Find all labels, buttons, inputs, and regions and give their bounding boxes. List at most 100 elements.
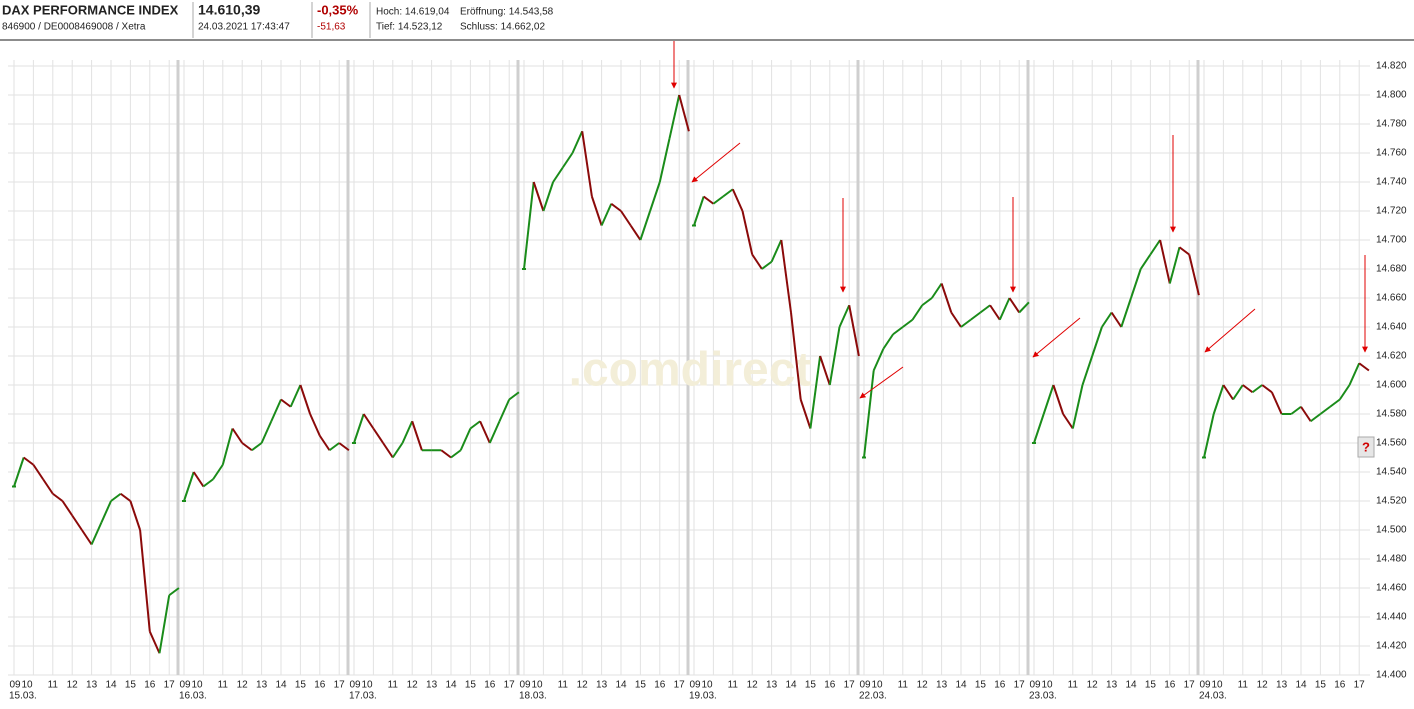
price-segment (401, 420, 414, 444)
help-box[interactable] (1357, 436, 1375, 458)
x-tick-label: 15 (125, 680, 137, 691)
x-tick-label: 12 (1257, 680, 1269, 691)
price-segment (960, 318, 972, 328)
price-segment (590, 196, 603, 226)
price-segment (693, 196, 705, 226)
price-segment (712, 195, 724, 205)
price-segment (902, 318, 914, 328)
price-segment (581, 131, 593, 197)
price-segment (950, 311, 962, 328)
price-segment (1130, 268, 1142, 299)
y-tick-label: 14.420 (1376, 641, 1407, 652)
price-segment (1358, 362, 1370, 372)
price-segment (1008, 297, 1021, 314)
price-segment (1270, 391, 1283, 415)
x-tick-label: 16 (654, 680, 666, 691)
x-tick-label: 11 (1238, 680, 1249, 691)
timestamp: 24.03.2021 17:43:47 (198, 22, 290, 33)
header: DAX PERFORMANCE INDEX 846900 / DE0008469… (0, 2, 1414, 41)
x-tick-label: 13 (1276, 680, 1288, 691)
x-tick-label: 13 (1106, 680, 1118, 691)
date-label: 24.03. (1199, 691, 1227, 702)
x-tick-label: 12 (917, 680, 929, 691)
x-tick-label: 17 (1014, 680, 1026, 691)
x-tick-label: 17 (164, 680, 176, 691)
price-segment (338, 442, 350, 452)
x-tick-label: 13 (766, 680, 778, 691)
price-segment (508, 391, 520, 401)
price-segment (391, 442, 404, 459)
price-segment (1168, 246, 1181, 284)
x-tick-label: 14 (785, 680, 797, 691)
price-segment (761, 260, 773, 270)
price-segment (819, 355, 831, 386)
price-segment (1052, 384, 1065, 415)
price-segment (911, 304, 924, 321)
price-segment (770, 239, 783, 263)
price-segment (168, 587, 180, 597)
price-segment (498, 399, 511, 422)
price-segment (1120, 297, 1132, 328)
price: 14.610,39 (198, 2, 260, 18)
price-segment (1110, 311, 1123, 328)
date-label: 16.03. (179, 691, 207, 702)
price-segment (1033, 413, 1045, 444)
x-tick-label: 13 (256, 680, 268, 691)
price-segment (71, 514, 83, 531)
x-tick-label: 12 (237, 680, 249, 691)
price-segment (212, 464, 224, 480)
price-segment (289, 384, 302, 408)
x-tick-label: 14 (1125, 680, 1137, 691)
price-segment (668, 94, 681, 139)
date-label: 17.03. (349, 691, 377, 702)
price-segment (741, 210, 754, 255)
x-tick-label: 11 (48, 680, 59, 691)
plot: .comdirect 14.400 14.420 14.440 14.460 14.48… (8, 60, 1407, 702)
price-segment (1348, 362, 1361, 386)
watermark: .comdirect (569, 344, 812, 397)
price-segment (100, 500, 112, 524)
x-tick-label: 14 (955, 680, 967, 691)
price-segment (42, 478, 54, 495)
help-button[interactable]: ? (1357, 436, 1375, 458)
close: Schluss: 14.662,02 (460, 22, 545, 33)
price-segment (921, 297, 933, 307)
price-segment (23, 456, 34, 466)
price-segment (809, 355, 822, 429)
price-segment (309, 413, 321, 437)
x-tick-label: 14 (105, 680, 117, 691)
x-tick-label: 10 (1041, 680, 1053, 691)
price-segment (1159, 239, 1171, 284)
price-segment (202, 478, 214, 488)
price-segment (479, 420, 491, 444)
price-segment (649, 181, 661, 212)
price-segment (1062, 413, 1074, 430)
x-tick-label: 11 (898, 680, 909, 691)
price-segment (1091, 326, 1103, 357)
price-segment (241, 442, 253, 452)
x-tick-label: 15 (635, 680, 647, 691)
price-segment (1319, 405, 1331, 415)
price-segment (440, 449, 452, 459)
help-label[interactable]: ? (1362, 439, 1370, 454)
x-tick-label: 15 (1315, 680, 1327, 691)
price-segment (703, 195, 714, 205)
price-segment (1222, 384, 1234, 401)
price-segment (1203, 413, 1215, 458)
x-tick-label: 17 (1184, 680, 1196, 691)
price-segment (299, 384, 312, 415)
price-segment (1310, 413, 1321, 423)
price-segment (1149, 239, 1161, 256)
price-segment (469, 420, 481, 430)
date-label: 19.03. (689, 691, 717, 702)
x-tick-label: 12 (67, 680, 79, 691)
y-tick-label: 14.620 (1376, 351, 1407, 362)
x-tick-label: 16 (144, 680, 156, 691)
price-segment (1101, 311, 1113, 328)
title: DAX PERFORMANCE INDEX (2, 2, 179, 17)
price-segment (998, 297, 1011, 321)
x-tick-label: 10 (191, 680, 203, 691)
arrow (1032, 317, 1081, 358)
x-tick-label: 09 (179, 680, 191, 691)
